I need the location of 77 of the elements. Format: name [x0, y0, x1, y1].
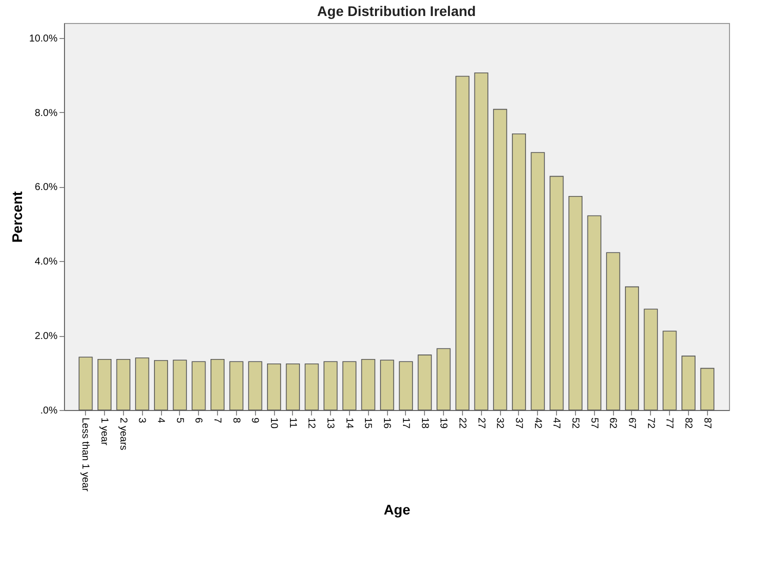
bar: [700, 368, 714, 410]
x-tick-label: 57: [588, 418, 600, 430]
x-tick-label: 87: [701, 418, 712, 430]
bar: [229, 361, 244, 410]
bar: [606, 252, 620, 410]
bar: [342, 361, 356, 410]
bar: [324, 361, 338, 410]
x-tick-label: 15: [362, 418, 374, 430]
bar: [662, 330, 677, 410]
x-tick-label: 3: [136, 418, 148, 424]
x-tick-label: 8: [230, 418, 242, 424]
x-tick-label: 16: [381, 418, 392, 430]
bar: [210, 358, 225, 410]
bar: [493, 108, 508, 410]
y-tick-label: 8.0%: [34, 108, 58, 119]
bar: [98, 358, 112, 410]
x-tick-label: 17: [400, 418, 411, 430]
x-tick-label: 18: [418, 418, 430, 430]
x-tick-label: 14: [343, 418, 354, 430]
bar: [304, 363, 319, 410]
bar: [267, 363, 282, 410]
x-tick-label: 47: [550, 418, 562, 430]
y-tick-label: 6.0%: [34, 182, 58, 194]
x-tick-label: 62: [607, 418, 618, 430]
x-tick-label: 12: [306, 418, 317, 430]
bar: [248, 361, 262, 410]
bar: [644, 308, 658, 410]
x-tick-label: 42: [532, 418, 543, 430]
x-tick-label: 2 years: [117, 418, 128, 450]
bar: [455, 76, 470, 410]
y-tick-label: 2.0%: [34, 331, 58, 342]
x-tick-label: 52: [569, 418, 580, 430]
x-tick-label: Less than 1 year: [80, 418, 91, 492]
x-tick-label: 72: [644, 418, 656, 430]
x-tick-label: 19: [438, 418, 449, 430]
x-axis-title: Age: [384, 501, 410, 518]
bar: [624, 286, 639, 410]
x-tick-label: 82: [682, 418, 694, 430]
bar: [398, 361, 413, 410]
bar: [568, 196, 582, 410]
x-tick-label: 77: [664, 418, 675, 430]
x-tick-label: 9: [249, 418, 260, 424]
bar: [116, 358, 130, 410]
x-tick-label: 67: [626, 418, 637, 430]
bar: [512, 133, 526, 410]
bar: [682, 356, 696, 410]
bar: [135, 358, 150, 410]
x-tick-label: 13: [324, 418, 336, 430]
y-tick-label: .0%: [40, 406, 58, 416]
y-tick-label: 10.0%: [29, 33, 58, 44]
x-tick-label: 10: [268, 418, 280, 430]
x-tick-label: 5: [174, 418, 185, 424]
x-tick-label: 22: [456, 418, 468, 430]
bar: [154, 360, 168, 410]
x-tick-label: 6: [192, 418, 204, 424]
x-tick-label: 4: [155, 418, 166, 424]
x-tick-label: 11: [286, 418, 298, 428]
bar: [587, 215, 602, 410]
bar: [192, 361, 206, 410]
bar: [361, 358, 376, 410]
bar: [286, 363, 300, 410]
bar: [436, 348, 451, 410]
x-tick-label: 32: [494, 418, 506, 430]
x-tick-label: 37: [512, 418, 524, 430]
y-tick-label: 4.0%: [34, 256, 58, 268]
chart-title: Age Distribution Ireland: [317, 3, 476, 19]
bar: [78, 356, 93, 410]
bar: [474, 72, 488, 410]
y-axis-title: Percent: [9, 190, 26, 243]
bar: [550, 176, 564, 410]
bar: [172, 360, 187, 410]
bar: [530, 152, 545, 410]
x-tick-label: 1 year: [98, 418, 110, 446]
bar: [418, 354, 432, 410]
x-tick-label: 27: [475, 418, 486, 430]
x-tick-label: 7: [212, 418, 223, 424]
bar: [380, 360, 394, 410]
